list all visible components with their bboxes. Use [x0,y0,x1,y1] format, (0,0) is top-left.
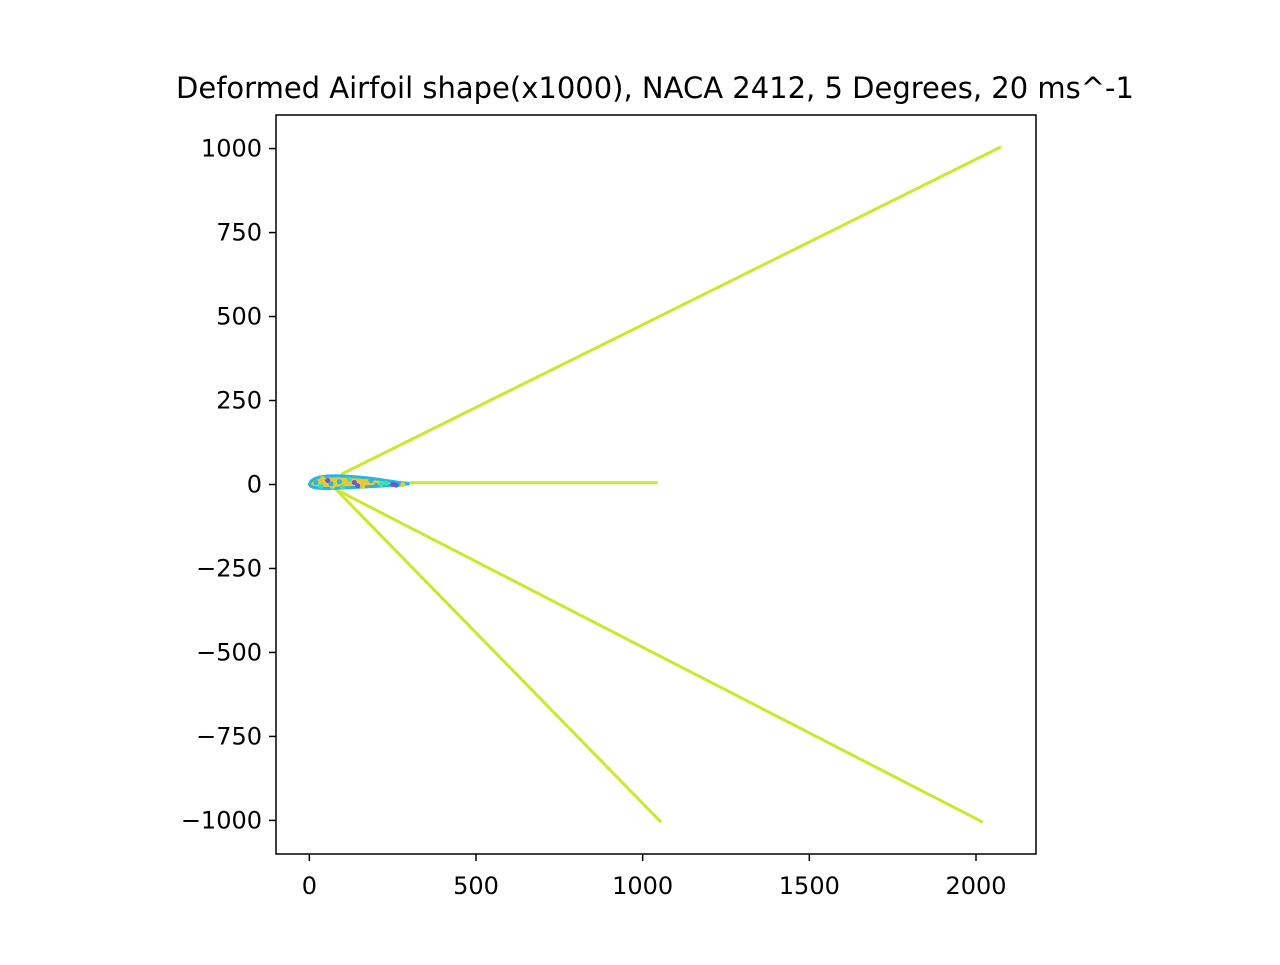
airfoil-speckle [320,476,326,481]
chart-title: Deformed Airfoil shape(x1000), NACA 2412… [176,71,1134,105]
y-tick-label: −250 [196,554,262,582]
airfoil-speckle [351,480,357,485]
plot-frame [275,114,1037,855]
y-tick-label: 500 [216,303,262,331]
airfoil-speckle [363,478,369,484]
airfoil-speckle [378,482,384,487]
airfoil-speckle [383,480,389,486]
airfoil-speckle [313,480,319,486]
airfoil-speckle [340,484,346,490]
airfoil-speckle [360,484,366,489]
y-tick-label: 0 [247,471,262,499]
x-tick-label: 1000 [612,872,673,900]
y-tick-label: −500 [196,638,262,666]
series-line-3 [338,489,984,824]
airfoil-layer [307,474,410,491]
airfoil-speckle [355,483,361,489]
x-tick-label: 2000 [945,872,1006,900]
airfoil-speckle [336,479,342,485]
y-tick-label: −1000 [181,806,262,834]
y-axis: 1000 750 500 250 0 −250 −500 −750 −1000 [181,135,276,834]
airfoil-speckle [325,478,331,483]
y-tick-label: 250 [216,387,262,415]
airfoil-speckle [400,482,406,487]
series-line-1 [340,145,1002,476]
airfoil-speckle [373,483,379,488]
airfoil-speckle [390,481,396,487]
airfoil-speckle [328,481,334,487]
x-tick-label: 500 [453,872,499,900]
y-tick-label: 750 [216,219,262,247]
airfoil-speckle [318,483,324,489]
series-layer [334,145,1002,824]
airfoil-speckle [368,478,374,483]
airfoil-speckle [346,477,352,482]
x-axis: 0 500 1000 1500 2000 [302,854,1007,900]
x-tick-label: 0 [302,872,317,900]
x-tick-label: 1500 [779,872,840,900]
y-tick-label: −750 [196,722,262,750]
y-tick-label: 1000 [201,135,262,163]
series-line-4 [334,488,663,824]
